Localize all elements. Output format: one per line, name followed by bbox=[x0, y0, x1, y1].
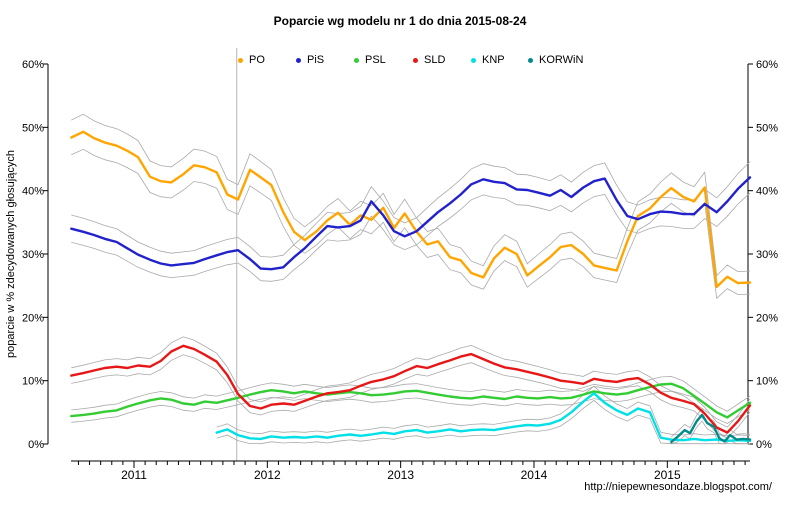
legend-label-pis: PiS bbox=[307, 54, 325, 66]
series-line-knp bbox=[215, 392, 752, 442]
y-axis-right-tick-label: 10% bbox=[756, 376, 778, 388]
y-axis-right-tick-label: 60% bbox=[756, 59, 778, 71]
y-axis-right-tick-label: 30% bbox=[756, 249, 778, 261]
y-axis-right-tick-label: 20% bbox=[756, 312, 778, 324]
ci-upper-po bbox=[71, 113, 751, 277]
po-color-dot-icon bbox=[238, 57, 243, 63]
y-axis-right-tick-label: 0% bbox=[756, 439, 772, 451]
ci-upper-sld bbox=[71, 336, 751, 428]
legend-item-psl: PSL bbox=[354, 54, 386, 66]
ci-lower-psl bbox=[71, 390, 751, 424]
korwin-color-dot-icon bbox=[528, 57, 533, 63]
legend-item-knp: KNP bbox=[471, 54, 505, 66]
ci-lower-sld bbox=[71, 354, 751, 439]
ci-lower-po bbox=[71, 148, 751, 300]
ci-lower-pis bbox=[71, 192, 751, 282]
legend-label-psl: PSL bbox=[365, 54, 386, 66]
y-axis-left-tick-label: 20% bbox=[22, 312, 44, 324]
y-axis-left-tick-label: 60% bbox=[22, 59, 44, 71]
legend-label-korwin: KORWiN bbox=[539, 54, 584, 66]
ci-upper-psl bbox=[71, 375, 751, 412]
knp-color-dot-icon bbox=[471, 57, 476, 63]
y-axis-left-tick-label: 30% bbox=[22, 249, 44, 261]
x-axis-year-label: 2012 bbox=[254, 468, 281, 482]
source-url: http://niepewnesondaze.blogspot.com/ bbox=[584, 481, 772, 493]
y-axis-title: poparcie w % zdecydowanych głosujących bbox=[5, 150, 17, 358]
series-line-psl bbox=[70, 382, 752, 419]
x-axis-year-label: 2011 bbox=[121, 468, 147, 482]
psl-color-dot-icon bbox=[354, 57, 359, 63]
legend-item-po: PO bbox=[238, 54, 265, 66]
legend-item-pis: PiS bbox=[296, 54, 324, 66]
sld-color-dot-icon bbox=[413, 57, 418, 63]
series-line-pis bbox=[70, 176, 752, 271]
y-axis-right-tick-label: 40% bbox=[756, 186, 778, 198]
legend-item-sld: SLD bbox=[413, 54, 445, 66]
y-axis-right-tick-label: 50% bbox=[756, 122, 778, 134]
chart-title: Poparcie wg modelu nr 1 do dnia 2015-08-… bbox=[273, 14, 527, 28]
legend-label-sld: SLD bbox=[424, 54, 446, 66]
series-line-korwin bbox=[670, 413, 752, 444]
legend-label-knp: KNP bbox=[482, 54, 505, 66]
series-line-po bbox=[70, 130, 752, 289]
x-axis-year-label: 2013 bbox=[387, 468, 414, 482]
series-line-sld bbox=[70, 344, 752, 434]
x-axis-year-label: 2014 bbox=[521, 468, 548, 482]
ci-upper-knp bbox=[216, 385, 751, 437]
pis-color-dot-icon bbox=[296, 57, 301, 63]
legend-item-korwin: KORWiN bbox=[528, 54, 583, 66]
ci-lower-korwin bbox=[671, 420, 750, 445]
ci-upper-pis bbox=[71, 161, 751, 258]
y-axis-left-tick-label: 10% bbox=[22, 376, 44, 388]
y-axis-left-tick-label: 50% bbox=[22, 122, 44, 134]
ci-lower-knp bbox=[216, 399, 750, 445]
x-axis-year-label: 2015 bbox=[654, 468, 681, 482]
legend-label-po: PO bbox=[249, 54, 265, 66]
y-axis-left-tick-label: 0% bbox=[28, 439, 44, 451]
y-axis-left-tick-label: 40% bbox=[22, 186, 44, 198]
